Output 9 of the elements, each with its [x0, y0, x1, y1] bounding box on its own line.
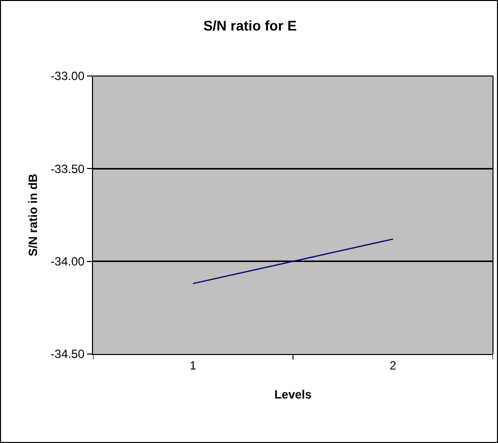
x-tick-label: 1	[190, 358, 197, 372]
x-axis-title: Levels	[274, 387, 312, 402]
y-axis-title: S/N ratio in dB	[26, 173, 40, 256]
y-tick-label: -33.00	[50, 69, 85, 84]
x-tick-label: 2	[390, 358, 397, 372]
y-tick-label: -34.50	[50, 347, 85, 362]
y-tick-label: -33.50	[50, 162, 85, 176]
chart-title: S/N ratio for E	[203, 18, 297, 34]
y-tick-label: -34.00	[50, 254, 85, 269]
